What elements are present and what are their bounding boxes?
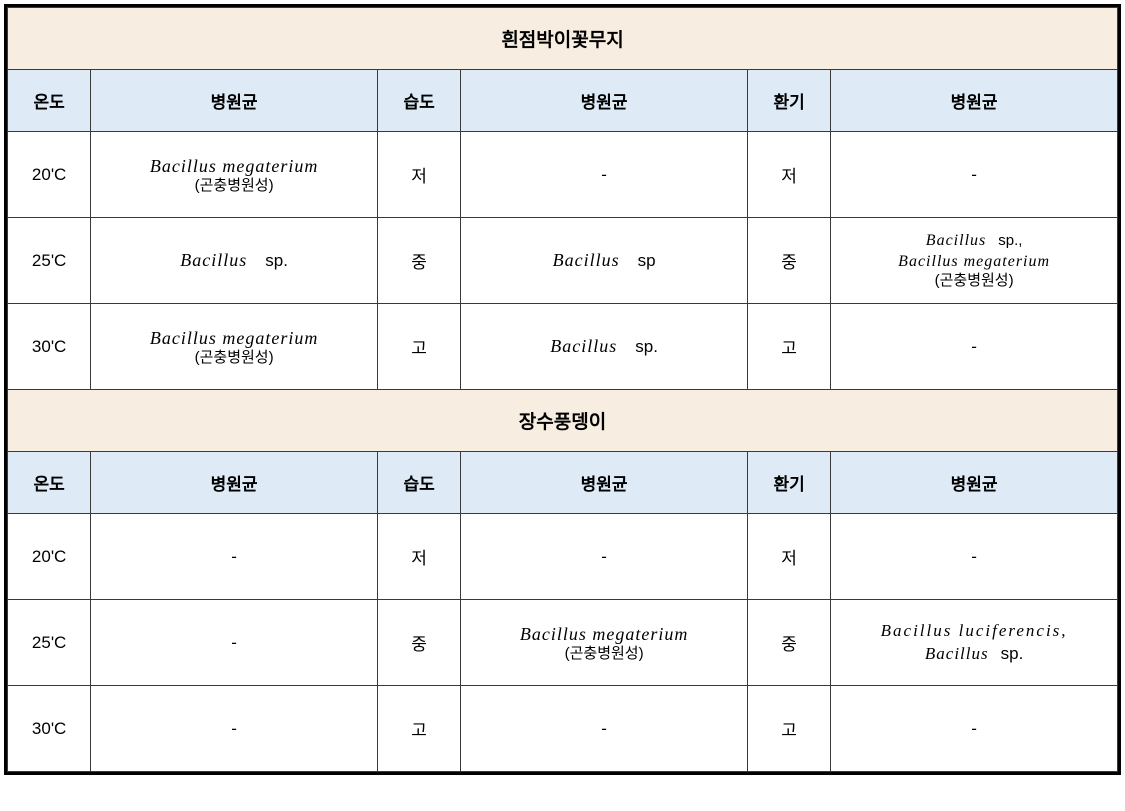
cell-pathogen: - xyxy=(461,514,748,600)
col-header: 습도 xyxy=(377,70,460,132)
cell-pathogen: - xyxy=(831,686,1118,772)
col-header: 습도 xyxy=(377,452,460,514)
cell-pathogen: Bacillussp., Bacillus megaterium (곤충병원성) xyxy=(831,218,1118,304)
cell-pathogen: - xyxy=(831,132,1118,218)
cell-humidity: 저 xyxy=(377,132,460,218)
cell-humidity: 고 xyxy=(377,686,460,772)
cell-temp: 20'C xyxy=(8,132,91,218)
cell-pathogen: - xyxy=(831,304,1118,390)
table-row: 25'C Bacillussp. 중 Bacillussp 중 Bacillus… xyxy=(8,218,1118,304)
col-header: 병원균 xyxy=(831,452,1118,514)
table-row: 20'C - 저 - 저 - xyxy=(8,514,1118,600)
cell-pathogen: Bacillus megaterium(곤충병원성) xyxy=(91,132,378,218)
section-title: 장수풍뎅이 xyxy=(8,390,1118,452)
cell-pathogen: Bacillussp. xyxy=(461,304,748,390)
cell-temp: 30'C xyxy=(8,686,91,772)
cell-vent: 고 xyxy=(747,686,830,772)
cell-temp: 25'C xyxy=(8,600,91,686)
col-header: 환기 xyxy=(747,452,830,514)
cell-pathogen: - xyxy=(461,132,748,218)
table-row: 30'C Bacillus megaterium(곤충병원성) 고 Bacill… xyxy=(8,304,1118,390)
header-row: 온도 병원균 습도 병원균 환기 병원균 xyxy=(8,452,1118,514)
cell-pathogen: Bacillus megaterium(곤충병원성) xyxy=(461,600,748,686)
cell-temp: 25'C xyxy=(8,218,91,304)
cell-pathogen: Bacillussp. xyxy=(91,218,378,304)
cell-vent: 중 xyxy=(747,218,830,304)
cell-temp: 30'C xyxy=(8,304,91,390)
col-header: 환기 xyxy=(747,70,830,132)
cell-temp: 20'C xyxy=(8,514,91,600)
table-row: 20'C Bacillus megaterium(곤충병원성) 저 - 저 - xyxy=(8,132,1118,218)
cell-pathogen: Bacillussp xyxy=(461,218,748,304)
cell-pathogen: Bacillus megaterium(곤충병원성) xyxy=(91,304,378,390)
table-wrapper: 흰점박이꽃무지 온도 병원균 습도 병원균 환기 병원균 20'C Bacill… xyxy=(4,4,1121,775)
col-header: 온도 xyxy=(8,70,91,132)
col-header: 병원균 xyxy=(831,70,1118,132)
cell-pathogen: - xyxy=(91,686,378,772)
cell-vent: 저 xyxy=(747,132,830,218)
cell-pathogen: - xyxy=(831,514,1118,600)
section-title: 흰점박이꽃무지 xyxy=(8,8,1118,70)
cell-humidity: 중 xyxy=(377,218,460,304)
header-row: 온도 병원균 습도 병원균 환기 병원균 xyxy=(8,70,1118,132)
col-header: 병원균 xyxy=(461,452,748,514)
cell-vent: 고 xyxy=(747,304,830,390)
cell-pathogen: Bacillus luciferencis, Bacillussp. xyxy=(831,600,1118,686)
cell-vent: 저 xyxy=(747,514,830,600)
table-row: 25'C - 중 Bacillus megaterium(곤충병원성) 중 Ba… xyxy=(8,600,1118,686)
col-header: 병원균 xyxy=(91,452,378,514)
col-header: 온도 xyxy=(8,452,91,514)
cell-vent: 중 xyxy=(747,600,830,686)
col-header: 병원균 xyxy=(91,70,378,132)
cell-pathogen: - xyxy=(91,600,378,686)
cell-pathogen: - xyxy=(461,686,748,772)
cell-pathogen: - xyxy=(91,514,378,600)
cell-humidity: 중 xyxy=(377,600,460,686)
table-row: 30'C - 고 - 고 - xyxy=(8,686,1118,772)
cell-humidity: 고 xyxy=(377,304,460,390)
col-header: 병원균 xyxy=(461,70,748,132)
pathogen-table: 흰점박이꽃무지 온도 병원균 습도 병원균 환기 병원균 20'C Bacill… xyxy=(7,7,1118,772)
cell-humidity: 저 xyxy=(377,514,460,600)
